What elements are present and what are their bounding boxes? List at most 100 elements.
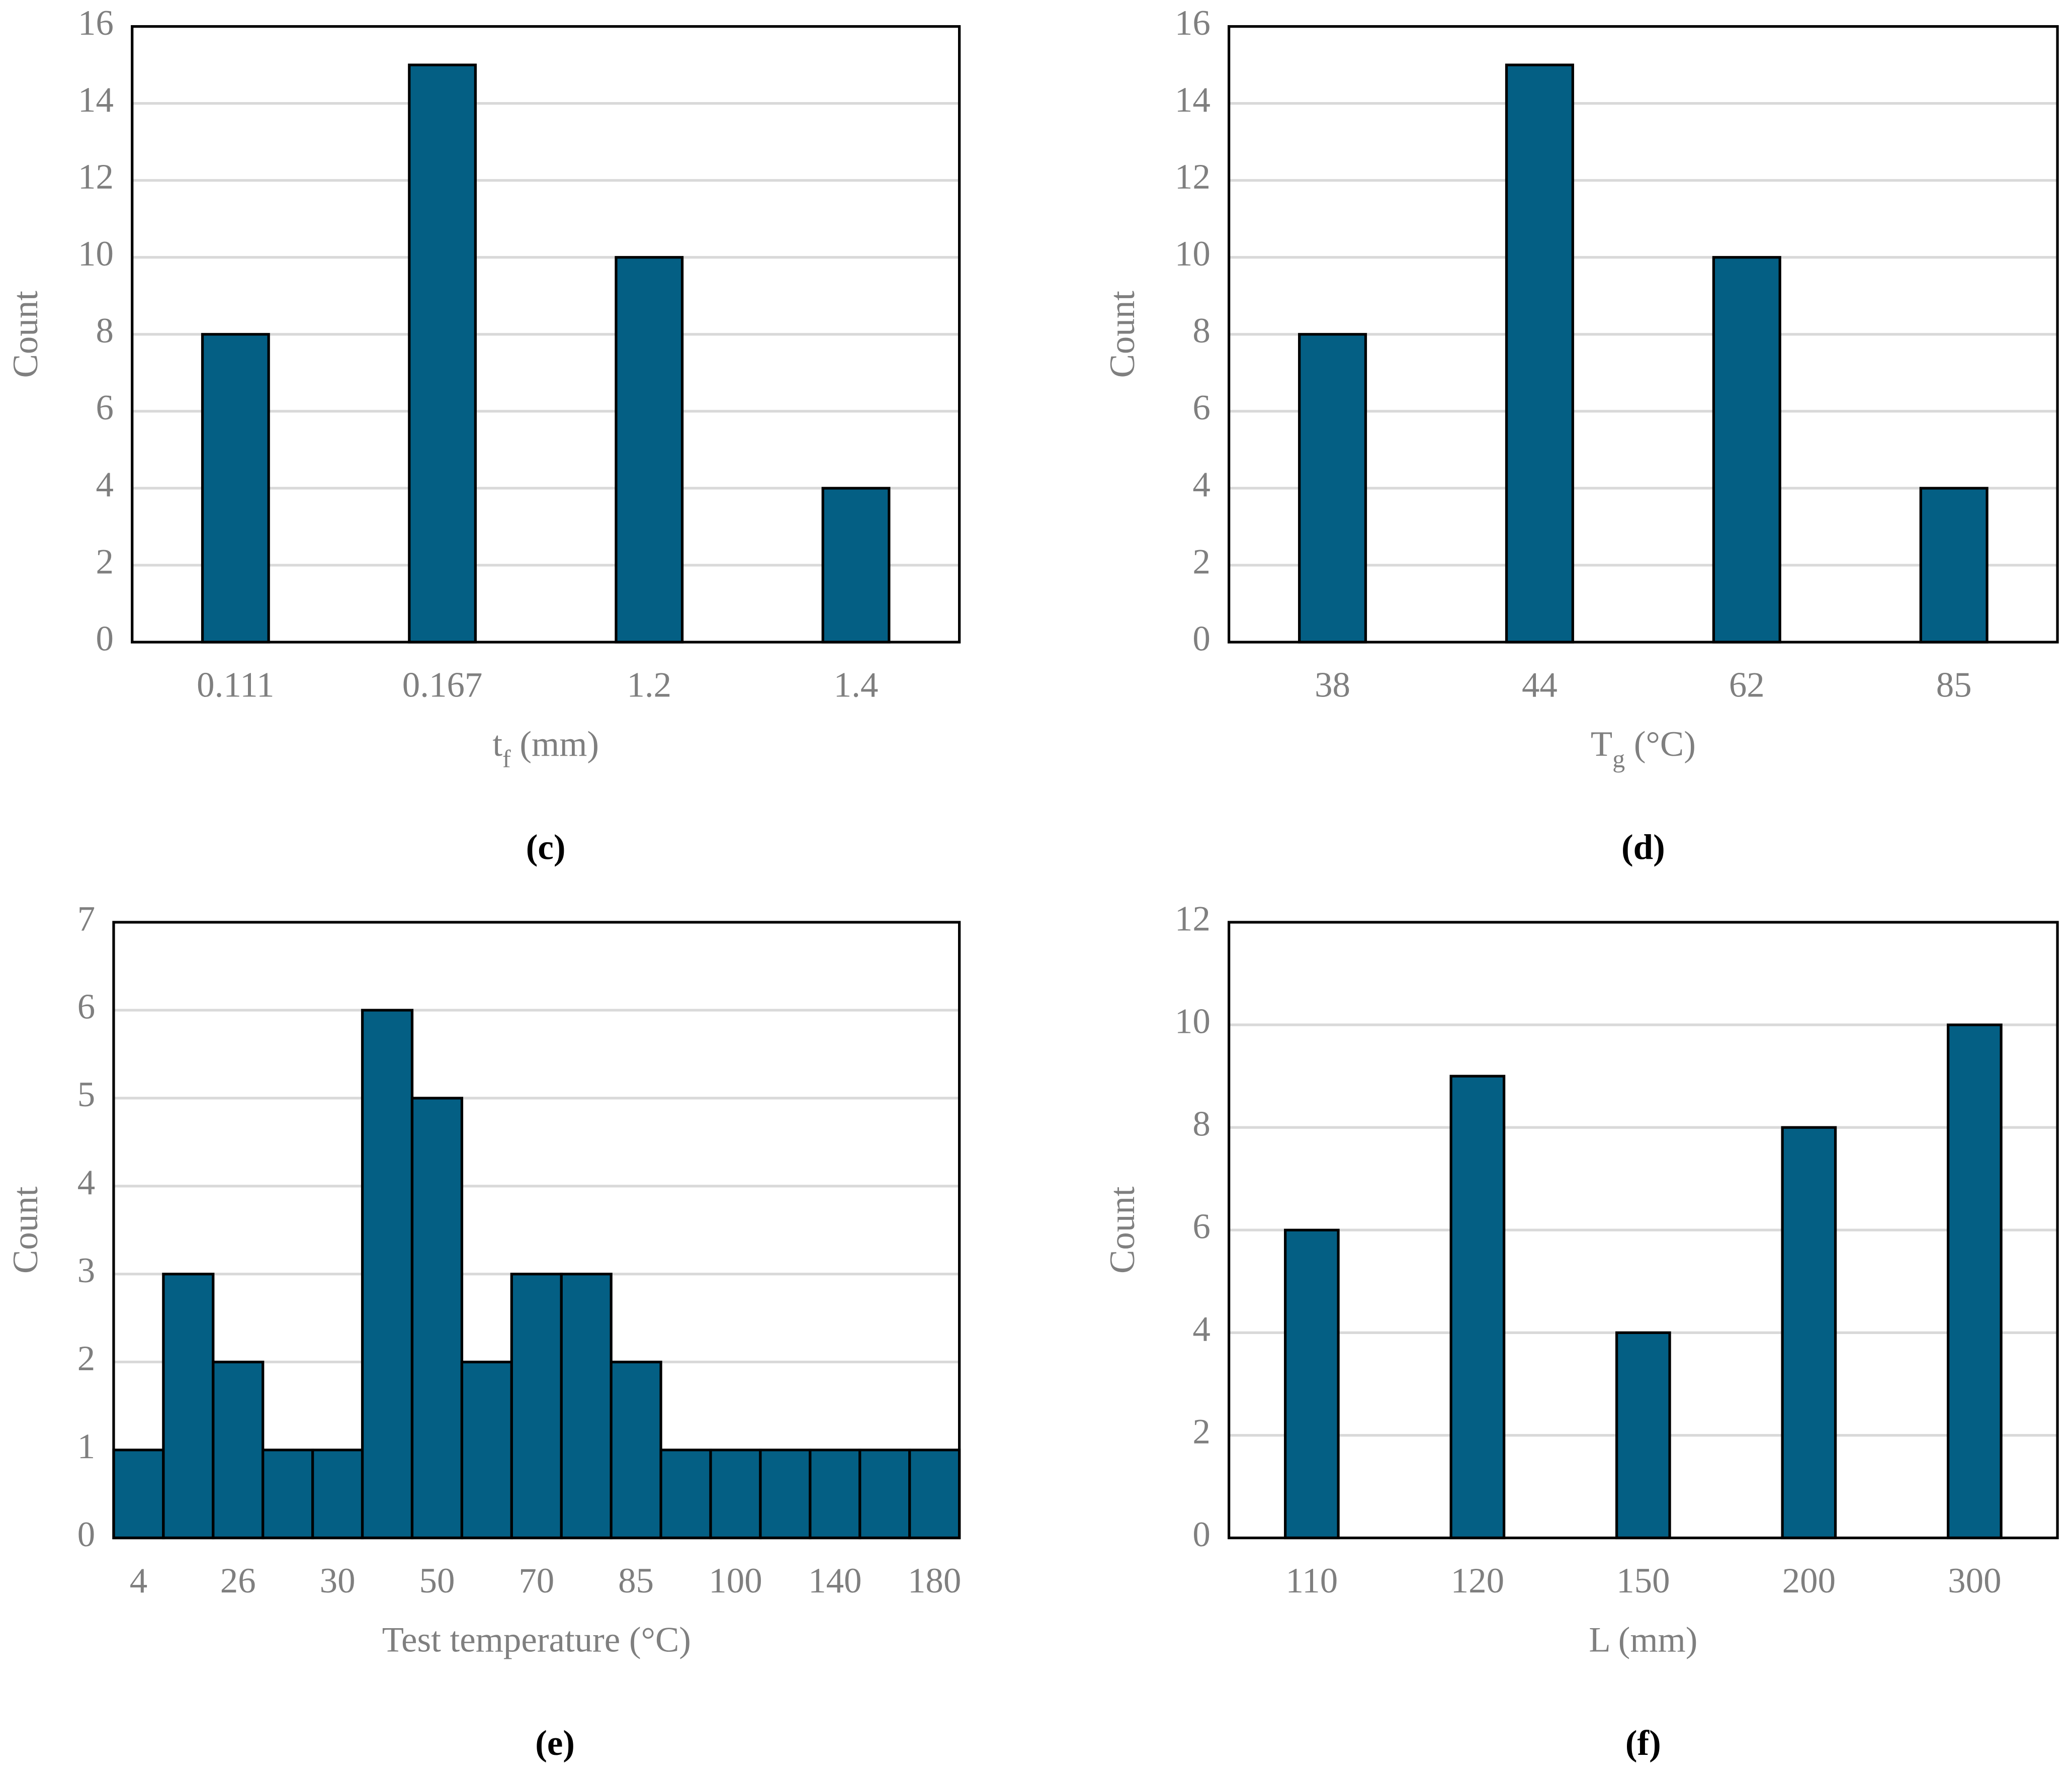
bar [1449, 1075, 1506, 1540]
y-tick-label: 4 [77, 1163, 95, 1202]
y-tick-label: 10 [78, 234, 114, 274]
y-tick-label: 2 [1192, 1412, 1210, 1452]
bar [311, 1448, 364, 1540]
bar [709, 1448, 762, 1540]
bar [610, 1361, 662, 1540]
x-tick-label: 0.111 [197, 665, 274, 704]
x-tick-label: 150 [1616, 1561, 1670, 1601]
caption: (e) [535, 1724, 575, 1763]
x-tick-label: 85 [618, 1561, 654, 1601]
bar [361, 1009, 414, 1540]
plot-frame [1227, 921, 2059, 1540]
x-tick-label: 85 [1936, 665, 1972, 704]
bar [1284, 1228, 1340, 1540]
bar [858, 1448, 911, 1540]
y-tick-label: 2 [1192, 542, 1210, 581]
y-tick-label: 12 [78, 157, 114, 197]
bar [1298, 333, 1367, 644]
x-tick-label: 70 [519, 1561, 554, 1601]
y-tick-label: 0 [1192, 619, 1210, 658]
x-tick-label: 30 [320, 1561, 356, 1601]
bar [410, 1097, 464, 1540]
bar [659, 1448, 712, 1540]
y-tick-label: 6 [1192, 1207, 1210, 1247]
x-axis-label-part: g [1612, 745, 1625, 773]
plot-frame [1227, 25, 2059, 644]
x-tick-label: 0.167 [402, 665, 483, 704]
y-tick-label: 2 [96, 542, 114, 581]
bar [1781, 1126, 1837, 1540]
bar [162, 1273, 215, 1540]
bar [112, 1448, 165, 1540]
bar [460, 1361, 513, 1540]
caption: (d) [1621, 828, 1665, 867]
bar [1615, 1331, 1671, 1540]
x-axis-label: Test temperature (°C) [382, 1621, 691, 1660]
y-tick-label: 5 [77, 1075, 95, 1114]
bar [1947, 1023, 2003, 1540]
x-axis-label-part: Test temperature (°C) [382, 1621, 691, 1660]
bar [908, 1448, 961, 1540]
x-axis-label-part: f [502, 745, 511, 773]
x-tick-label: 1.4 [834, 665, 879, 704]
chart: 0 2 4 6 8 10 12 14 16 38 44 62 85 Tg (°C) Count (d) [1103, 4, 2059, 867]
y-tick-label: 6 [96, 388, 114, 427]
bar [1712, 256, 1781, 644]
y-axis-label: Count [1103, 291, 1142, 378]
y-axis-label: Count [1103, 1186, 1142, 1274]
x-tick-label: 100 [709, 1561, 762, 1601]
caption: (c) [526, 828, 566, 867]
x-tick-label: 180 [908, 1561, 961, 1601]
x-tick-label: 200 [1782, 1561, 1836, 1601]
x-tick-label: 4 [130, 1561, 147, 1601]
y-tick-label: 0 [1192, 1515, 1210, 1554]
y-tick-label: 3 [77, 1251, 95, 1290]
x-tick-label: 120 [1451, 1561, 1504, 1601]
y-axis-label: Count [6, 291, 45, 378]
y-tick-label: 0 [96, 619, 114, 658]
y-tick-label: 4 [1192, 1310, 1210, 1349]
y-axis-label: Count [6, 1186, 45, 1274]
y-tick-label: 1 [77, 1427, 95, 1466]
chart: 0 1 2 3 4 5 6 7 4 26 30 50 70 85 100 140 180 Test tempera… [6, 899, 961, 1763]
y-tick-label: 4 [96, 465, 114, 504]
x-tick-label: 1.2 [627, 665, 671, 704]
y-tick-label: 4 [1192, 465, 1210, 504]
x-tick-label: 44 [1522, 665, 1558, 704]
bar [615, 256, 684, 644]
y-tick-label: 8 [96, 311, 114, 350]
x-tick-label: 140 [808, 1561, 861, 1601]
y-tick-label: 7 [77, 899, 95, 938]
y-tick-label: 8 [1192, 1105, 1210, 1144]
chart: 0 2 4 6 8 10 12 14 16 0.111 0.167 1.2 1.4 tf (mm) Coun… [6, 4, 961, 867]
bar [759, 1448, 812, 1540]
caption: (f) [1625, 1724, 1661, 1763]
x-axis-label-part: (°C) [1625, 725, 1696, 764]
x-tick-label: 62 [1729, 665, 1765, 704]
bar [560, 1273, 613, 1540]
x-axis-label-part: T [1591, 725, 1612, 764]
x-axis-label: Tg (°C) [1591, 725, 1696, 773]
y-tick-label: 14 [78, 80, 114, 120]
x-axis-label: L (mm) [1589, 1621, 1697, 1660]
y-tick-label: 12 [1175, 157, 1211, 197]
y-tick-label: 14 [1175, 80, 1211, 120]
x-tick-label: 300 [1948, 1561, 2001, 1601]
y-tick-label: 10 [1175, 234, 1211, 274]
bar [809, 1448, 861, 1540]
bar [212, 1361, 265, 1540]
x-axis-label-part: (mm) [511, 725, 599, 764]
bar [1919, 487, 1989, 644]
x-axis-label: tf (mm) [492, 725, 599, 773]
y-tick-label: 8 [1192, 311, 1210, 350]
x-axis-label-part: L (mm) [1589, 1621, 1697, 1660]
plot-frame [112, 921, 961, 1540]
y-tick-label: 16 [78, 4, 114, 43]
bar [408, 63, 477, 644]
bar [821, 487, 891, 644]
x-tick-label: 38 [1315, 665, 1350, 704]
y-tick-label: 12 [1175, 899, 1211, 938]
bar [201, 333, 270, 644]
y-tick-label: 2 [77, 1339, 95, 1378]
